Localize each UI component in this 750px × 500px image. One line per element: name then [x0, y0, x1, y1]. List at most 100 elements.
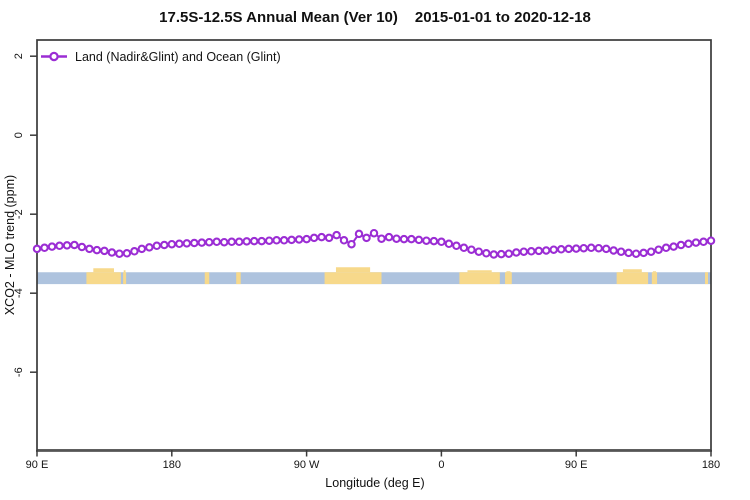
- data-point-marker: [115, 249, 124, 258]
- data-point-marker: [175, 239, 184, 249]
- data-point-marker: [324, 233, 334, 243]
- data-point-marker: [317, 232, 326, 242]
- chart-title-dates: 2015-01-01 to 2020-12-18: [414, 9, 591, 26]
- data-point-marker: [264, 236, 274, 245]
- land-patch: [236, 272, 241, 285]
- data-point-marker: [182, 239, 192, 248]
- data-point-marker: [616, 247, 626, 256]
- data-point-marker: [684, 239, 693, 249]
- land-patch: [459, 272, 500, 285]
- y-tick-label: -4: [13, 288, 25, 298]
- data-point-marker: [429, 236, 439, 246]
- data-point-marker: [242, 237, 251, 246]
- data-point-marker: [601, 244, 611, 254]
- x-tick-label: 0: [438, 459, 444, 471]
- legend-label: Land (Nadir&Glint) and Ocean (Glint): [75, 50, 281, 64]
- data-point-marker: [661, 243, 671, 253]
- data-point-marker: [212, 237, 221, 247]
- data-point-marker: [399, 234, 409, 244]
- data-point-marker: [564, 244, 573, 254]
- land-ocean-map-strip: [37, 267, 711, 285]
- y-tick-label: -2: [13, 209, 25, 219]
- data-point-marker: [482, 249, 491, 258]
- data-point-marker: [377, 234, 386, 243]
- data-point-marker: [639, 248, 648, 258]
- data-point-marker: [257, 236, 266, 246]
- data-point-marker: [699, 237, 708, 247]
- data-point-marker: [354, 229, 364, 239]
- data-point-marker: [549, 245, 558, 254]
- data-point-marker: [512, 248, 521, 257]
- data-point-marker: [414, 235, 424, 245]
- data-point-marker: [444, 239, 454, 249]
- data-point-marker: [459, 243, 469, 253]
- data-point-marker: [586, 243, 596, 253]
- data-point-marker: [422, 236, 431, 245]
- data-point-marker: [227, 237, 236, 247]
- data-point-marker: [571, 244, 581, 253]
- data-point-marker: [706, 236, 716, 245]
- land-patch: [505, 272, 512, 285]
- data-point-marker: [489, 250, 499, 259]
- chart-title-range: 17.5S-12.5S Annual Mean (Ver 10): [159, 9, 398, 26]
- data-point-marker: [55, 241, 64, 251]
- data-point-marker: [527, 247, 536, 256]
- data-point-marker: [556, 245, 566, 254]
- data-point-marker: [100, 246, 109, 256]
- data-point-marker: [204, 237, 214, 247]
- data-point-marker: [145, 243, 154, 252]
- data-point-marker: [339, 236, 349, 245]
- data-point-marker: [504, 249, 514, 258]
- data-point-marker: [369, 228, 379, 238]
- data-point-marker: [541, 246, 551, 255]
- data-point-marker: [249, 236, 259, 246]
- data-point-marker: [47, 242, 57, 251]
- x-axis-title: Longitude (deg E): [325, 476, 425, 490]
- data-point-marker: [362, 233, 371, 243]
- data-point-marker: [392, 234, 401, 243]
- plot-box: [36, 39, 712, 451]
- land-patch: [86, 272, 121, 285]
- data-point-marker: [92, 245, 102, 255]
- data-point-marker: [70, 240, 79, 250]
- data-point-marker: [152, 241, 162, 251]
- data-point-marker: [332, 230, 341, 240]
- x-tick-label: 180: [702, 459, 720, 471]
- data-point-marker: [40, 243, 49, 253]
- data-point-marker: [631, 249, 641, 258]
- data-point-marker: [519, 247, 529, 256]
- data-point-marker: [77, 242, 87, 252]
- data-point-marker: [654, 245, 663, 254]
- data-point-marker: [302, 234, 311, 244]
- y-tick-label: 0: [13, 132, 25, 138]
- data-point-marker: [691, 238, 701, 247]
- data-point-marker: [676, 240, 686, 250]
- land-patch: [651, 272, 658, 285]
- data-point-marker: [669, 242, 678, 251]
- data-point-marker: [624, 248, 633, 258]
- data-series: [32, 228, 716, 259]
- data-point-marker: [107, 248, 117, 257]
- data-point-marker: [579, 243, 588, 253]
- data-point-marker: [347, 239, 356, 249]
- x-tick-label: 90 E: [565, 459, 588, 471]
- data-point-marker: [32, 244, 42, 254]
- legend-marker-icon: [49, 51, 59, 62]
- data-point-marker: [452, 241, 461, 251]
- data-point-marker: [646, 247, 656, 256]
- data-point-marker: [474, 247, 484, 256]
- data-point-marker: [167, 239, 177, 249]
- data-point-marker: [407, 234, 416, 244]
- data-point-marker: [272, 236, 281, 245]
- land-relief: [506, 271, 511, 273]
- land-relief: [93, 268, 114, 273]
- land-relief: [123, 270, 126, 273]
- data-point-marker: [467, 245, 476, 254]
- data-point-marker: [190, 238, 199, 248]
- data-point-marker: [197, 238, 207, 247]
- data-point-marker: [609, 246, 618, 255]
- data-point-marker: [85, 244, 94, 254]
- data-point-marker: [219, 237, 229, 247]
- data-point-marker: [62, 241, 72, 250]
- land-relief: [467, 270, 492, 273]
